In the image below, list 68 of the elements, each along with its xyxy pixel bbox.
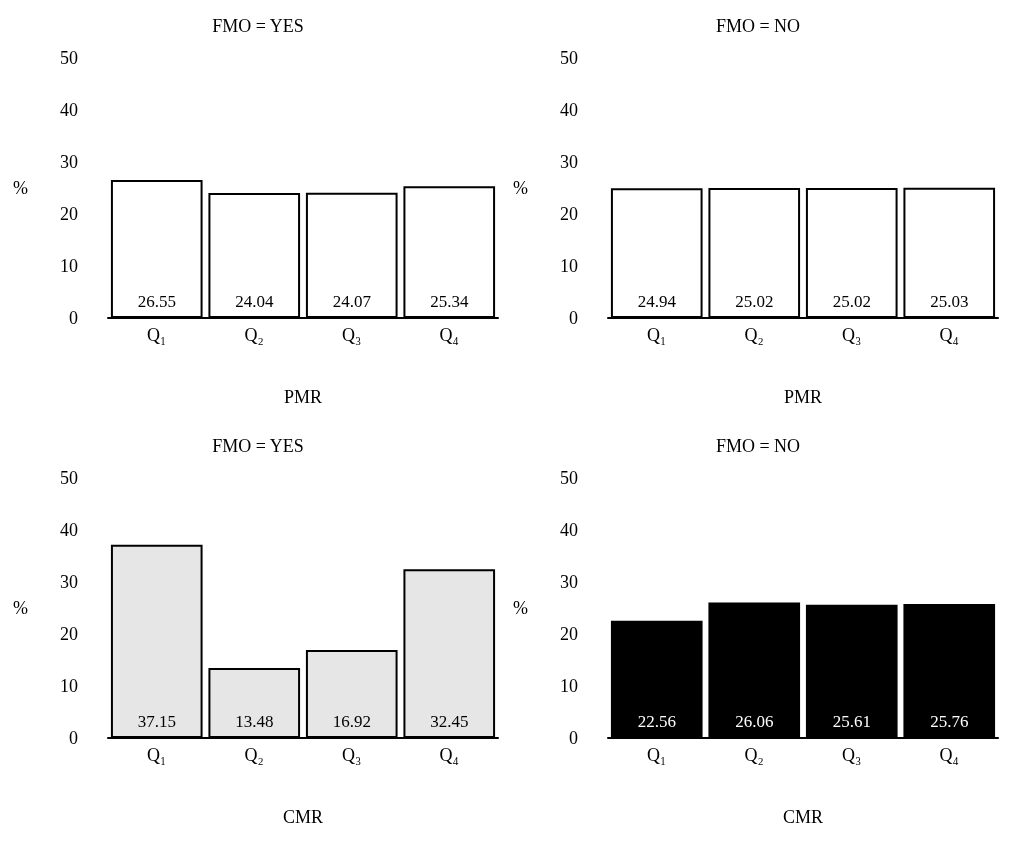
data-label: 24.94 xyxy=(637,292,677,311)
x-tick-label: Q₃ xyxy=(842,325,862,345)
y-tick-label: 30 xyxy=(560,152,578,172)
y-tick-label: 30 xyxy=(60,152,78,172)
y-tick-label: 20 xyxy=(560,624,578,644)
chart-title: FMO = YES xyxy=(212,436,304,456)
x-tick-label: Q₂ xyxy=(244,745,264,765)
y-tick-label: 50 xyxy=(560,468,578,488)
data-label: 32.45 xyxy=(430,712,469,731)
data-label: 26.55 xyxy=(137,292,176,311)
y-axis-title: % xyxy=(513,178,528,198)
y-tick-label: 20 xyxy=(60,204,78,224)
data-label: 25.61 xyxy=(832,712,871,731)
y-tick-label: 40 xyxy=(60,100,78,120)
y-tick-label: 10 xyxy=(560,676,578,696)
x-tick-label: Q₁ xyxy=(147,325,167,345)
data-label: 24.07 xyxy=(332,292,372,311)
data-label: 26.06 xyxy=(735,712,774,731)
chart-title: FMO = NO xyxy=(715,16,801,36)
x-axis-title: CMR xyxy=(282,807,324,827)
y-tick-label: 0 xyxy=(569,728,578,748)
y-tick-label: 50 xyxy=(60,468,78,488)
data-label: 25.03 xyxy=(930,292,969,311)
x-tick-label: Q₃ xyxy=(342,745,362,765)
y-tick-label: 40 xyxy=(560,100,578,120)
y-axis-title: % xyxy=(13,598,28,618)
data-label: 37.15 xyxy=(137,712,176,731)
x-tick-label: Q₃ xyxy=(342,325,362,345)
y-tick-label: 30 xyxy=(60,572,78,592)
x-axis-title: PMR xyxy=(283,387,323,407)
data-label: 25.76 xyxy=(930,712,969,731)
y-tick-label: 40 xyxy=(60,520,78,540)
x-axis-title: PMR xyxy=(783,387,823,407)
x-tick-label: Q₁ xyxy=(147,745,167,765)
y-tick-label: 10 xyxy=(560,256,578,276)
y-tick-label: 50 xyxy=(560,48,578,68)
x-axis-title: CMR xyxy=(782,807,824,827)
x-tick-label: Q₂ xyxy=(244,325,264,345)
x-tick-label: Q₂ xyxy=(744,745,764,765)
x-tick-label: Q₂ xyxy=(744,325,764,345)
y-tick-label: 50 xyxy=(60,48,78,68)
y-tick-label: 0 xyxy=(69,728,78,748)
y-tick-label: 0 xyxy=(69,308,78,328)
y-tick-label: 0 xyxy=(569,308,578,328)
x-tick-label: Q₁ xyxy=(647,745,667,765)
data-label: 16.92 xyxy=(332,712,371,731)
x-tick-label: Q₄ xyxy=(939,745,959,765)
y-tick-label: 30 xyxy=(560,572,578,592)
data-label: 22.56 xyxy=(637,712,676,731)
x-tick-label: Q₁ xyxy=(647,325,667,345)
x-tick-label: Q₄ xyxy=(939,325,959,345)
data-label: 25.34 xyxy=(430,292,469,311)
y-tick-label: 20 xyxy=(560,204,578,224)
data-label: 13.48 xyxy=(235,712,274,731)
y-tick-label: 40 xyxy=(560,520,578,540)
y-axis-title: % xyxy=(13,178,28,198)
x-tick-label: Q₄ xyxy=(439,745,459,765)
data-label: 24.04 xyxy=(235,292,274,311)
x-tick-label: Q₃ xyxy=(842,745,862,765)
y-tick-label: 10 xyxy=(60,676,78,696)
data-label: 25.02 xyxy=(832,292,871,311)
chart-title: FMO = NO xyxy=(715,436,801,456)
x-tick-label: Q₄ xyxy=(439,325,459,345)
y-axis-title: % xyxy=(513,598,528,618)
y-tick-label: 10 xyxy=(60,256,78,276)
data-label: 25.02 xyxy=(735,292,774,311)
chart-title: FMO = YES xyxy=(212,16,304,36)
y-tick-label: 20 xyxy=(60,624,78,644)
